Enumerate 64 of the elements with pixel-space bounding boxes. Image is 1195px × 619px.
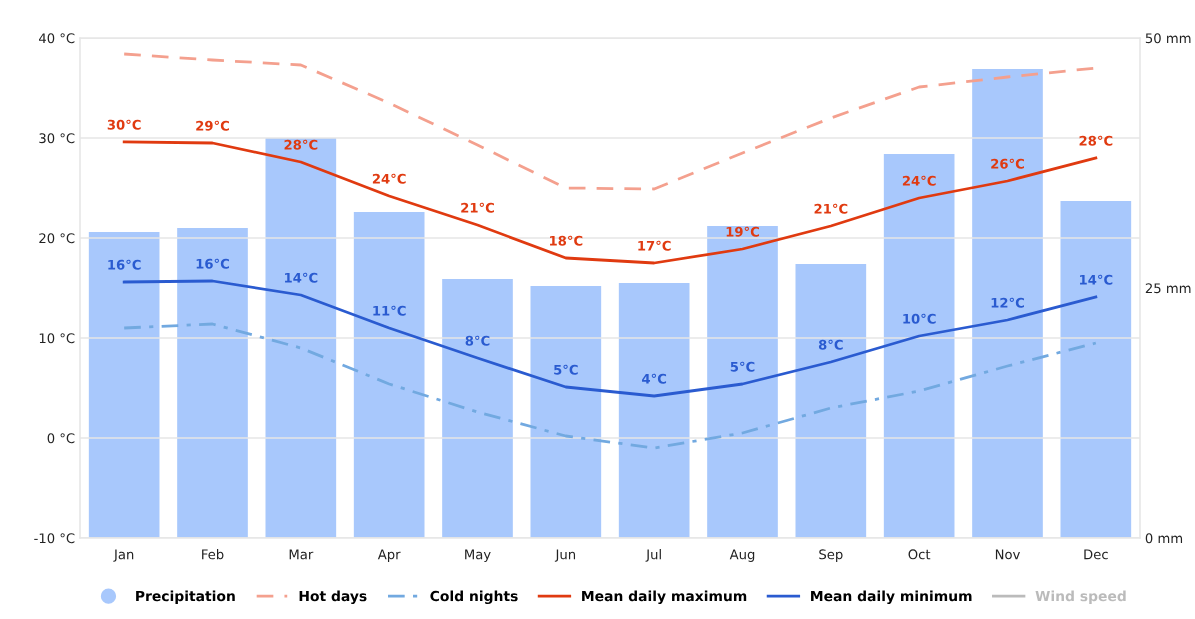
x-tick-label: Nov: [995, 549, 1020, 560]
data-label: 18°C: [550, 235, 583, 246]
x-tick-label: Feb: [202, 549, 224, 560]
x-tick-label: Aug: [729, 549, 755, 562]
data-label: 14°C: [285, 272, 318, 283]
data-label: 14°C: [1080, 274, 1113, 285]
x-tick-label: Dec: [1084, 549, 1108, 560]
data-label: 24°C: [372, 173, 406, 184]
y-tick-label: 20 °C: [39, 233, 75, 244]
legend-label: Mean daily minimum: [811, 590, 972, 605]
y-tick-label: -10 °C: [34, 533, 75, 544]
legend-label: Cold nights: [430, 590, 518, 605]
y-tick-label: 30 °C: [39, 133, 75, 144]
x-tick-label: May: [465, 549, 491, 562]
bar: [530, 286, 602, 538]
x-tick-label: Jan: [113, 549, 134, 562]
data-label: 21°C: [814, 203, 848, 214]
x-tick-label: Sep: [819, 549, 843, 562]
bar: [265, 138, 337, 538]
bar: [1060, 201, 1132, 538]
legend-label: Precipitation: [136, 590, 235, 604]
data-label: 4°C: [642, 373, 667, 384]
y-tick-label: 0 °C: [47, 433, 75, 444]
x-tick-label: Oct: [908, 549, 931, 560]
data-label: 19°C: [726, 226, 759, 237]
bar: [177, 228, 248, 538]
data-label: 28°C: [1079, 135, 1113, 146]
legend-label: Wind speed: [1035, 590, 1126, 604]
data-label: 5°C: [730, 361, 755, 372]
data-label: 8°C: [818, 339, 843, 350]
data-label: 28°C: [284, 139, 318, 150]
bar: [353, 212, 425, 538]
data-label: 17°C: [638, 240, 671, 251]
bar: [795, 264, 867, 538]
data-label: 5°C: [554, 364, 578, 375]
bar: [618, 283, 690, 538]
data-label: 10°C: [903, 313, 936, 324]
bar: [883, 154, 955, 538]
bar: [88, 232, 160, 538]
data-label: 24°C: [902, 175, 936, 186]
data-label: 16°C: [196, 258, 229, 269]
bar: [707, 226, 778, 538]
legend-label: Hot days: [299, 590, 367, 605]
bar: [972, 69, 1043, 538]
data-label: 26°C: [991, 158, 1024, 169]
y2-tick-label: 0 mm: [1145, 533, 1183, 544]
y-tick-label: 10 °C: [39, 333, 75, 344]
data-label: 8°C: [465, 335, 490, 346]
x-tick-label: Mar: [289, 549, 314, 560]
data-label: 12°C: [991, 297, 1024, 308]
y-tick-label: 40 °C: [38, 33, 75, 44]
y2-tick-label: 25 mm: [1145, 283, 1191, 294]
x-tick-label: Apr: [377, 549, 401, 562]
data-label: 11°C: [373, 305, 406, 316]
data-label: 29°C: [196, 120, 229, 131]
x-tick-label: Jul: [645, 549, 661, 562]
line-series: [122, 322, 1098, 450]
bar: [442, 279, 513, 538]
y2-tick-label: 50 mm: [1145, 33, 1191, 44]
legend-label: Mean daily maximum: [582, 590, 747, 605]
data-label: 30°C: [107, 119, 141, 130]
data-label: 21°C: [461, 202, 494, 213]
data-label: 16°C: [108, 259, 141, 270]
x-tick-label: Jun: [554, 549, 576, 562]
